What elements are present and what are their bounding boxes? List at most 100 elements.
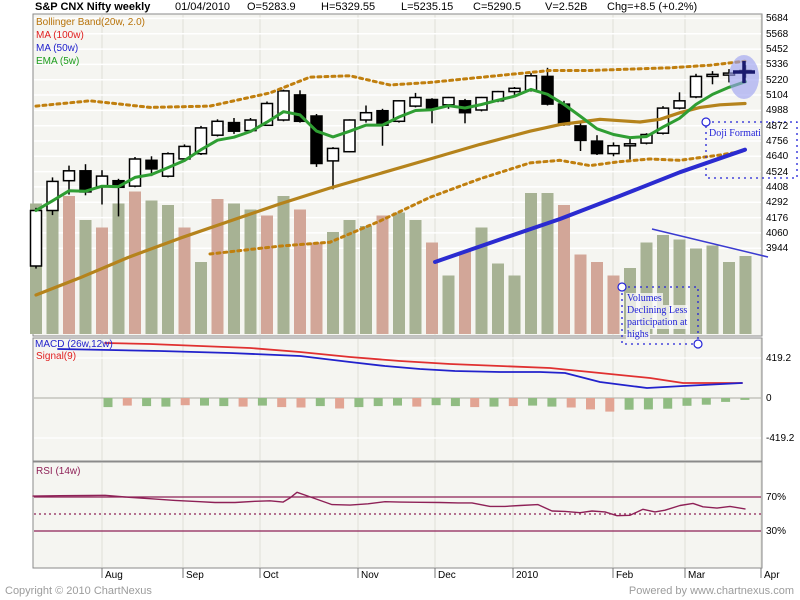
price-axis-label: 4640 bbox=[766, 151, 789, 163]
price-axis-label: 3944 bbox=[766, 243, 789, 255]
macd-histogram-bar bbox=[740, 398, 750, 400]
signal-line bbox=[104, 342, 743, 384]
annotation-handle[interactable] bbox=[617, 282, 627, 292]
price-axis-label: 4408 bbox=[766, 181, 789, 193]
candle-body bbox=[706, 73, 719, 78]
price-indicator-legend: Bollinger Band(20w, 2.0) MA (100w) MA (5… bbox=[36, 16, 145, 68]
volume-bar bbox=[195, 262, 207, 334]
month-label-feb: Feb bbox=[616, 570, 634, 581]
rsi-line bbox=[32, 491, 746, 517]
price-axis-label: 4292 bbox=[766, 197, 789, 209]
volume-bar bbox=[393, 212, 405, 334]
bollinger-lower-band bbox=[208, 149, 747, 256]
candle-body bbox=[508, 87, 521, 93]
note-line: participation at bbox=[626, 317, 689, 329]
price-axis-label: 5452 bbox=[766, 44, 789, 56]
candle-body bbox=[326, 147, 340, 162]
volume-bar bbox=[508, 275, 521, 334]
volume-bar bbox=[96, 227, 108, 334]
symbol-title: S&P CNX Nifty weekly bbox=[35, 1, 151, 13]
macd-histogram-bar bbox=[335, 398, 345, 409]
macd-histogram-bar bbox=[296, 398, 306, 408]
macd-histogram-bar bbox=[431, 398, 441, 406]
rsi-axis-label: 30% bbox=[766, 526, 787, 537]
month-label-apr: Apr bbox=[764, 570, 780, 581]
candle-body bbox=[343, 119, 356, 153]
candle-body bbox=[293, 94, 307, 123]
volume-bar bbox=[739, 256, 752, 334]
bollinger-middle-sma20-line bbox=[34, 101, 747, 297]
macd-line bbox=[57, 348, 743, 389]
month-label-sep: Sep bbox=[186, 570, 204, 581]
powered-by-link[interactable]: Powered by www.chartnexus.com bbox=[628, 585, 794, 597]
doji-annotation-box[interactable] bbox=[705, 121, 798, 179]
volume-bar bbox=[277, 196, 290, 334]
macd-axis-label: 0 bbox=[766, 393, 772, 404]
price-axis-label: 4524 bbox=[766, 166, 789, 178]
candle-body bbox=[62, 170, 76, 182]
macd-histogram-bar bbox=[373, 398, 383, 407]
month-label-dec: Dec bbox=[438, 570, 456, 581]
volume-annotation-text[interactable]: Volumes Declining Less participation at … bbox=[626, 293, 689, 341]
volume-bar bbox=[442, 275, 455, 334]
candle-body bbox=[425, 98, 439, 109]
rsi-legend: RSI (14w) bbox=[36, 466, 81, 477]
macd-histogram-bar bbox=[450, 398, 460, 407]
month-label-nov: Nov bbox=[361, 570, 379, 581]
bollinger-upper-band bbox=[34, 59, 747, 109]
ma50-line bbox=[433, 147, 747, 264]
candle-body bbox=[409, 96, 422, 107]
candle-body bbox=[590, 140, 604, 155]
price-axis-label: 5684 bbox=[766, 13, 789, 25]
macd-histogram-bar bbox=[103, 398, 113, 408]
volume-trendline[interactable] bbox=[651, 228, 769, 258]
volume-bar bbox=[343, 220, 356, 334]
macd-histogram-bar bbox=[161, 398, 171, 407]
quote-low: L=5235.15 bbox=[401, 1, 454, 13]
volume-bar bbox=[63, 196, 75, 334]
volume-bar bbox=[261, 215, 273, 334]
volume-bar bbox=[112, 203, 125, 334]
macd-axis-label: -419.2 bbox=[766, 432, 795, 444]
volume-bar bbox=[46, 188, 59, 334]
candle-body bbox=[359, 111, 373, 121]
candle-body bbox=[260, 102, 274, 127]
doji-annotation-text[interactable]: Doji Formati bbox=[709, 128, 761, 139]
note-line: Volumes bbox=[626, 293, 663, 305]
copyright-text: Copyright © 2010 ChartNexus bbox=[5, 585, 152, 597]
quote-open: O=5283.9 bbox=[247, 1, 296, 13]
annotation-handle[interactable] bbox=[701, 117, 711, 127]
candle-body bbox=[227, 121, 241, 132]
macd-histogram-bar bbox=[257, 398, 267, 406]
price-axis-label: 4988 bbox=[766, 105, 789, 117]
volume-annotation-box[interactable] bbox=[621, 286, 699, 345]
macd-axis-label: 419.2 bbox=[766, 353, 792, 364]
ema5-line bbox=[34, 80, 747, 212]
volume-bar bbox=[690, 248, 702, 334]
macd-histogram-bar bbox=[238, 398, 248, 407]
macd-histogram-bar bbox=[586, 398, 595, 410]
legend-ema5: EMA (5w) bbox=[36, 56, 80, 67]
candle-body bbox=[128, 158, 142, 187]
volume-bar bbox=[162, 205, 174, 334]
candle-body bbox=[442, 96, 455, 106]
quote-header: S&P CNX Nifty weekly 01/04/2010 O=5283.9… bbox=[0, 1, 800, 14]
volume-bar bbox=[574, 254, 587, 334]
macd-histogram-bar bbox=[200, 398, 209, 406]
macd-histogram-bar bbox=[643, 398, 653, 410]
price-axis-label: 5104 bbox=[766, 90, 789, 102]
volume-bar bbox=[607, 275, 620, 334]
price-axis-label: 4060 bbox=[766, 227, 789, 239]
volume-bar bbox=[145, 200, 158, 334]
candle-body bbox=[46, 180, 59, 212]
rsi-panel[interactable] bbox=[32, 461, 763, 569]
candle-body bbox=[145, 159, 158, 170]
quote-high: H=5329.55 bbox=[321, 1, 376, 13]
macd-histogram-bar bbox=[605, 398, 615, 412]
volume-bar bbox=[723, 262, 735, 334]
legend-ma100: MA (100w) bbox=[36, 30, 84, 41]
macd-histogram-bar bbox=[393, 398, 402, 406]
annotation-handle[interactable] bbox=[693, 339, 703, 349]
price-axis-label: 4176 bbox=[766, 212, 789, 224]
